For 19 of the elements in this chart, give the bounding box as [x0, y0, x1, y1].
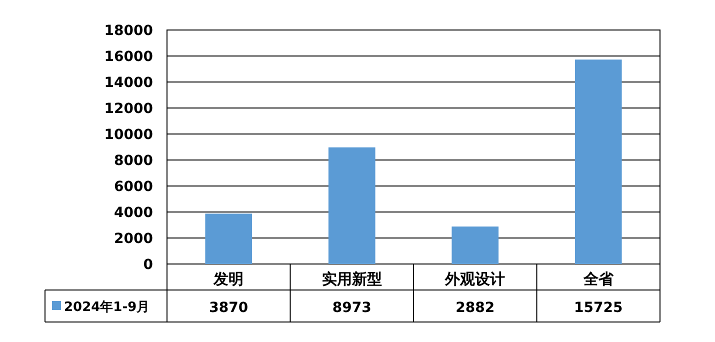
legend-label: 2024年1-9月	[64, 300, 150, 315]
data-label: 8973	[332, 300, 372, 316]
x-tick-label: 外观设计	[444, 270, 506, 288]
y-tick-label: 0	[143, 257, 154, 273]
x-tick-label: 实用新型	[322, 270, 382, 288]
x-tick-label: 发明	[212, 270, 244, 288]
x-tick-label: 全省	[582, 270, 614, 288]
y-tick-label: 12000	[104, 101, 154, 117]
data-label: 15725	[574, 300, 623, 316]
data-label: 2882	[456, 300, 495, 316]
y-tick-label: 2000	[114, 231, 154, 247]
y-tick-label: 10000	[104, 127, 154, 143]
data-label: 3870	[209, 300, 248, 316]
y-tick-label: 16000	[104, 49, 154, 65]
y-tick-label: 6000	[114, 179, 154, 195]
y-tick-label: 8000	[114, 153, 154, 169]
y-tick-label: 4000	[114, 205, 154, 221]
y-tick-label: 18000	[104, 23, 154, 39]
y-tick-label: 14000	[104, 75, 154, 91]
